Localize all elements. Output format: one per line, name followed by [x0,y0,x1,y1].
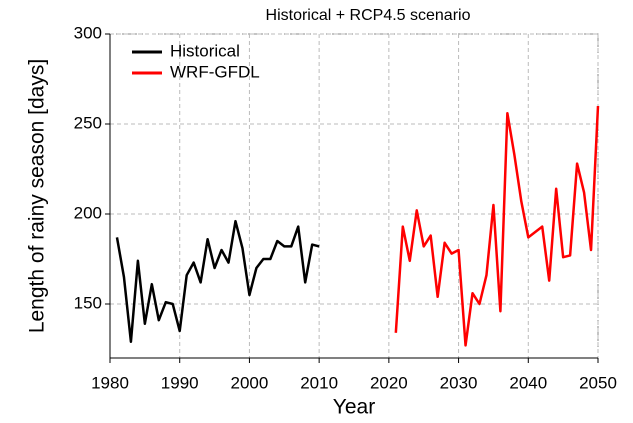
series-line [115,219,320,344]
x-tick-label: 2000 [231,373,269,392]
x-axis-label: Year [333,396,375,419]
legend-label: Historical [170,41,240,60]
x-tick-label: 1980 [91,373,129,392]
series-line [394,105,600,347]
y-tick-label: 200 [74,203,102,222]
x-tick-label: 2040 [509,373,547,392]
y-tick-label: 250 [74,113,102,132]
y-tick-label: 150 [74,293,102,312]
x-tick-label: 2030 [440,373,478,392]
x-tick-label: 2020 [370,373,408,392]
y-tick-label: 300 [74,23,102,42]
legend-label: WRF-GFDL [170,62,260,81]
chart-title: Historical + RCP4.5 scenario [266,7,471,24]
x-tick-label: 1990 [161,373,199,392]
x-tick-label: 2050 [579,373,617,392]
x-tick-label: 2010 [300,373,338,392]
y-axis-label: Length of rainy season [days] [26,59,49,333]
